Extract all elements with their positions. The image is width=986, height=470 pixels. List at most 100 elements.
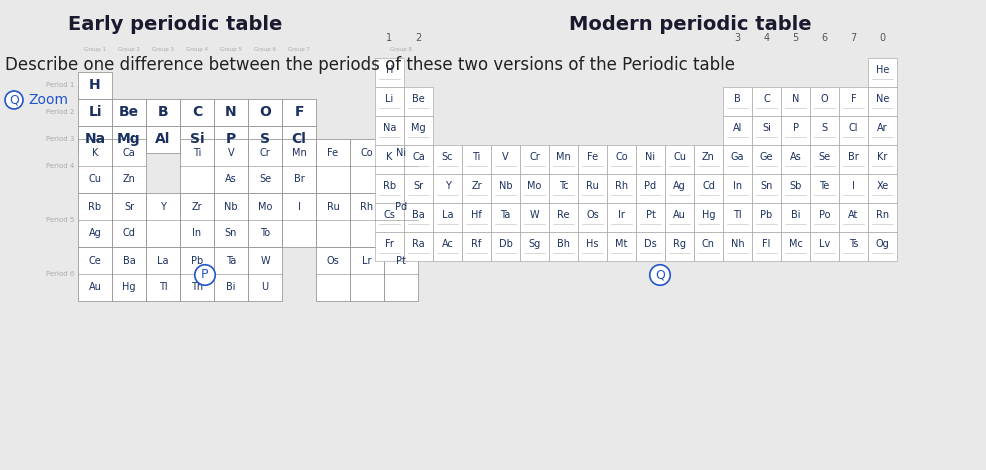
Text: Mo: Mo [257, 202, 272, 212]
Text: Ce: Ce [89, 256, 102, 266]
Bar [248, 99, 282, 125]
Text: La: La [442, 210, 454, 220]
Text: Period 5: Period 5 [45, 217, 74, 223]
Text: Re: Re [557, 210, 570, 220]
Text: Bi: Bi [791, 210, 801, 220]
Text: Group 1: Group 1 [84, 47, 106, 53]
Text: Hs: Hs [587, 239, 599, 249]
Text: Rf: Rf [471, 239, 481, 249]
Text: Ba: Ba [122, 256, 135, 266]
Text: As: As [790, 152, 802, 162]
Text: Fl: Fl [762, 239, 771, 249]
Text: In: In [733, 181, 742, 191]
Text: S: S [260, 132, 270, 146]
Text: Sr: Sr [413, 181, 424, 191]
Bar [375, 173, 404, 203]
Bar [248, 139, 282, 193]
Bar [462, 203, 491, 232]
Text: Nb: Nb [499, 181, 513, 191]
Text: Cl: Cl [292, 132, 307, 146]
Text: Zr: Zr [471, 181, 482, 191]
Text: Mo: Mo [528, 181, 541, 191]
Text: Hf: Hf [471, 210, 482, 220]
Text: Ir: Ir [618, 210, 625, 220]
Bar [868, 203, 897, 232]
Text: As: As [225, 174, 237, 185]
Bar [549, 232, 578, 260]
Text: W: W [260, 256, 270, 266]
Text: H: H [386, 65, 393, 75]
Bar [723, 144, 752, 173]
Text: He: He [876, 65, 889, 75]
Text: S: S [821, 123, 827, 133]
Text: Mt: Mt [615, 239, 628, 249]
Bar [78, 71, 112, 99]
Text: Q: Q [655, 268, 665, 282]
Text: Pb: Pb [760, 210, 773, 220]
Text: Lr: Lr [362, 256, 372, 266]
Text: 5: 5 [793, 33, 799, 43]
Bar [112, 247, 146, 301]
Bar [694, 232, 723, 260]
Text: Y: Y [445, 181, 451, 191]
Bar [146, 99, 180, 125]
Text: U: U [261, 282, 268, 292]
Bar [752, 203, 781, 232]
Text: To: To [260, 228, 270, 238]
Text: Po: Po [818, 210, 830, 220]
Bar [433, 232, 462, 260]
Bar [282, 125, 316, 152]
Bar [384, 247, 418, 301]
Text: Hg: Hg [122, 282, 136, 292]
Bar [810, 144, 839, 173]
Text: 7: 7 [850, 33, 857, 43]
Bar [723, 232, 752, 260]
Bar [781, 144, 810, 173]
Text: Sg: Sg [528, 239, 540, 249]
Text: Cd: Cd [702, 181, 715, 191]
Text: Na: Na [383, 123, 396, 133]
Text: Br: Br [294, 174, 305, 185]
Text: Tl: Tl [734, 210, 741, 220]
Text: Group 2: Group 2 [118, 47, 140, 53]
Bar [78, 139, 112, 193]
Text: Ds: Ds [644, 239, 657, 249]
Bar [549, 144, 578, 173]
Text: Ca: Ca [122, 148, 135, 157]
Text: Lv: Lv [819, 239, 830, 249]
Text: Group 6: Group 6 [254, 47, 276, 53]
Bar [375, 86, 404, 116]
Bar [433, 144, 462, 173]
Bar [78, 99, 112, 125]
Text: Mg: Mg [117, 132, 141, 146]
Bar [752, 86, 781, 116]
Bar [433, 203, 462, 232]
Text: P: P [226, 132, 236, 146]
Bar [491, 232, 520, 260]
Bar [810, 173, 839, 203]
Bar [810, 116, 839, 144]
Bar [781, 173, 810, 203]
Text: W: W [529, 210, 539, 220]
Bar [180, 99, 214, 125]
Text: Mn: Mn [292, 148, 307, 157]
Text: Al: Al [156, 132, 171, 146]
Bar [404, 116, 433, 144]
Bar [723, 86, 752, 116]
Text: Li: Li [386, 94, 393, 104]
Text: Ts: Ts [849, 239, 858, 249]
Bar [491, 173, 520, 203]
Text: Rh: Rh [361, 202, 374, 212]
Bar [607, 144, 636, 173]
Bar [520, 232, 549, 260]
Bar [214, 99, 248, 125]
Text: Group 7: Group 7 [288, 47, 310, 53]
Text: Ge: Ge [760, 152, 773, 162]
Text: Modern periodic table: Modern periodic table [569, 16, 811, 34]
Bar [839, 232, 868, 260]
Text: Ni: Ni [646, 152, 656, 162]
Text: Sr: Sr [124, 202, 134, 212]
Bar [316, 247, 350, 301]
Text: Os: Os [326, 256, 339, 266]
Bar [868, 232, 897, 260]
